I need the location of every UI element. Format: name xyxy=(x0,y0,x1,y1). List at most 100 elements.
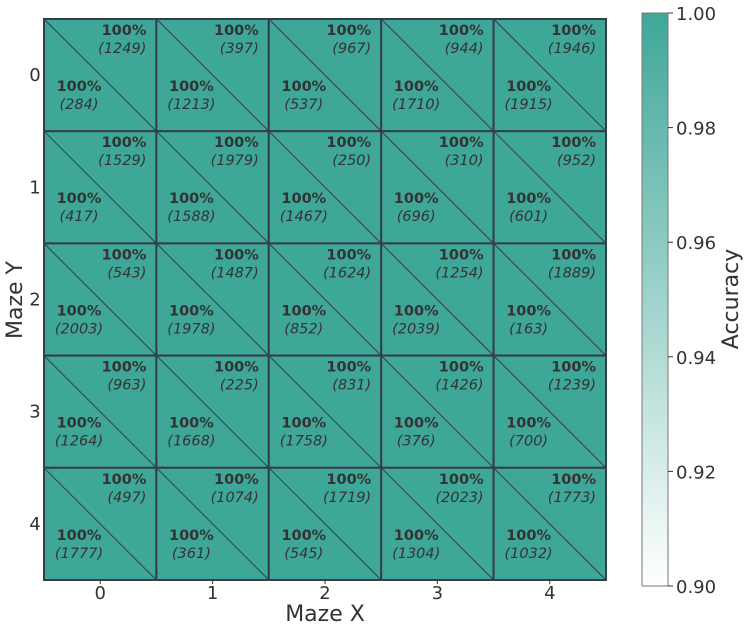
lower-accuracy-label: 100% xyxy=(169,79,214,95)
heatmap-cell: 100% (1254) 100% (2039) xyxy=(380,242,495,357)
upper-count-label: (1239) xyxy=(548,378,596,394)
heatmap-cell: 100% (397) 100% (1213) xyxy=(155,18,270,133)
lower-count-label: (1213) xyxy=(167,97,215,113)
upper-count-label: (963) xyxy=(107,378,146,394)
lower-accuracy-label: 100% xyxy=(281,416,326,432)
cell-diagonal xyxy=(493,243,607,356)
upper-accuracy-label: 100% xyxy=(326,23,371,39)
lower-accuracy-label: 100% xyxy=(506,416,551,432)
cell-diagonal xyxy=(380,243,494,356)
cell-diagonal xyxy=(156,18,270,132)
cell-diagonal xyxy=(43,18,157,132)
cell-diagonal xyxy=(43,355,157,469)
upper-accuracy-label: 100% xyxy=(326,135,371,151)
upper-accuracy-label: 100% xyxy=(439,472,484,488)
y-tick-label: 4 xyxy=(29,514,40,535)
cell-diagonal xyxy=(268,130,382,244)
y-tick-label: 0 xyxy=(29,65,40,86)
cell-diagonal xyxy=(380,130,494,244)
lower-accuracy-label: 100% xyxy=(281,79,326,95)
upper-accuracy-label: 100% xyxy=(214,135,259,151)
colorbar-tick-label: 0.96 xyxy=(676,233,716,254)
lower-count-label: (545) xyxy=(284,546,323,562)
heatmap-cell: 100% (1487) 100% (1978) xyxy=(155,242,270,357)
lower-count-label: (1758) xyxy=(280,434,328,450)
upper-count-label: (1249) xyxy=(98,41,146,57)
upper-accuracy-label: 100% xyxy=(551,472,596,488)
upper-accuracy-label: 100% xyxy=(214,247,259,263)
heatmap-cell: 100% (1719) 100% (545) xyxy=(267,466,383,581)
upper-count-label: (497) xyxy=(107,490,146,506)
cell-diagonal xyxy=(43,243,157,356)
heatmap-cell: 100% (250) 100% (1467) xyxy=(267,130,383,245)
lower-accuracy-label: 100% xyxy=(506,303,551,319)
x-tick-label: 0 xyxy=(94,583,105,604)
upper-accuracy-label: 100% xyxy=(102,247,147,263)
upper-accuracy-label: 100% xyxy=(551,135,596,151)
lower-count-label: (1467) xyxy=(280,209,328,225)
heatmap-cell: 100% (944) 100% (1710) xyxy=(380,18,495,133)
lower-accuracy-label: 100% xyxy=(57,191,102,207)
cell-diagonal xyxy=(493,467,607,581)
cell-diagonal xyxy=(493,355,607,469)
heatmap-cell: 100% (225) 100% (1668) xyxy=(155,354,270,469)
lower-accuracy-label: 100% xyxy=(57,79,102,95)
heatmap-cell: 100% (310) 100% (696) xyxy=(380,130,495,245)
cell-diagonal xyxy=(268,243,382,356)
colorbar-label: Accuracy xyxy=(719,249,744,349)
cell-diagonal xyxy=(156,243,270,356)
upper-count-label: (1889) xyxy=(548,265,596,281)
x-tick-label: 2 xyxy=(319,583,330,604)
upper-accuracy-label: 100% xyxy=(439,360,484,376)
upper-count-label: (310) xyxy=(445,153,484,169)
upper-count-label: (1719) xyxy=(323,490,371,506)
upper-accuracy-label: 100% xyxy=(214,23,259,39)
lower-accuracy-label: 100% xyxy=(169,528,214,544)
upper-count-label: (543) xyxy=(107,265,146,281)
cell-diagonal xyxy=(156,467,270,581)
cell-diagonal xyxy=(156,130,270,244)
colorbar xyxy=(641,12,669,587)
x-axis-label: Maze X xyxy=(285,602,365,627)
upper-count-label: (1529) xyxy=(98,153,146,169)
y-tick-label: 1 xyxy=(29,177,40,198)
lower-accuracy-label: 100% xyxy=(57,416,102,432)
heatmap-cell: 100% (1249) 100% (284) xyxy=(43,18,158,133)
upper-count-label: (1624) xyxy=(323,265,371,281)
heatmap-cell: 100% (1979) 100% (1588) xyxy=(155,130,270,245)
upper-accuracy-label: 100% xyxy=(326,247,371,263)
colorbar-tick-label: 1.00 xyxy=(676,4,716,25)
cell-diagonal xyxy=(380,355,494,469)
upper-count-label: (944) xyxy=(445,41,484,57)
lower-count-label: (1588) xyxy=(167,209,215,225)
cell-diagonal xyxy=(268,355,382,469)
heatmap-cell: 100% (1773) 100% (1032) xyxy=(492,466,608,581)
lower-accuracy-label: 100% xyxy=(394,79,439,95)
upper-count-label: (1487) xyxy=(211,265,259,281)
lower-accuracy-label: 100% xyxy=(169,191,214,207)
upper-accuracy-label: 100% xyxy=(439,23,484,39)
lower-count-label: (1032) xyxy=(504,546,552,562)
upper-accuracy-label: 100% xyxy=(326,360,371,376)
heatmap-cell: 100% (952) 100% (601) xyxy=(492,130,608,245)
upper-accuracy-label: 100% xyxy=(214,360,259,376)
lower-count-label: (1915) xyxy=(504,97,552,113)
lower-count-label: (601) xyxy=(509,209,548,225)
upper-accuracy-label: 100% xyxy=(102,360,147,376)
cell-diagonal xyxy=(380,467,494,581)
upper-count-label: (952) xyxy=(557,153,596,169)
lower-accuracy-label: 100% xyxy=(394,191,439,207)
lower-count-label: (2003) xyxy=(55,321,103,337)
lower-count-label: (417) xyxy=(60,209,99,225)
lower-accuracy-label: 100% xyxy=(506,191,551,207)
lower-accuracy-label: 100% xyxy=(169,416,214,432)
lower-accuracy-label: 100% xyxy=(506,79,551,95)
lower-accuracy-label: 100% xyxy=(281,528,326,544)
lower-count-label: (376) xyxy=(397,434,436,450)
upper-accuracy-label: 100% xyxy=(439,135,484,151)
y-tick-label: 2 xyxy=(29,290,40,311)
lower-accuracy-label: 100% xyxy=(394,416,439,432)
lower-count-label: (2039) xyxy=(392,321,440,337)
heatmap-cell: 100% (1426) 100% (376) xyxy=(380,354,495,469)
lower-count-label: (1710) xyxy=(392,97,440,113)
